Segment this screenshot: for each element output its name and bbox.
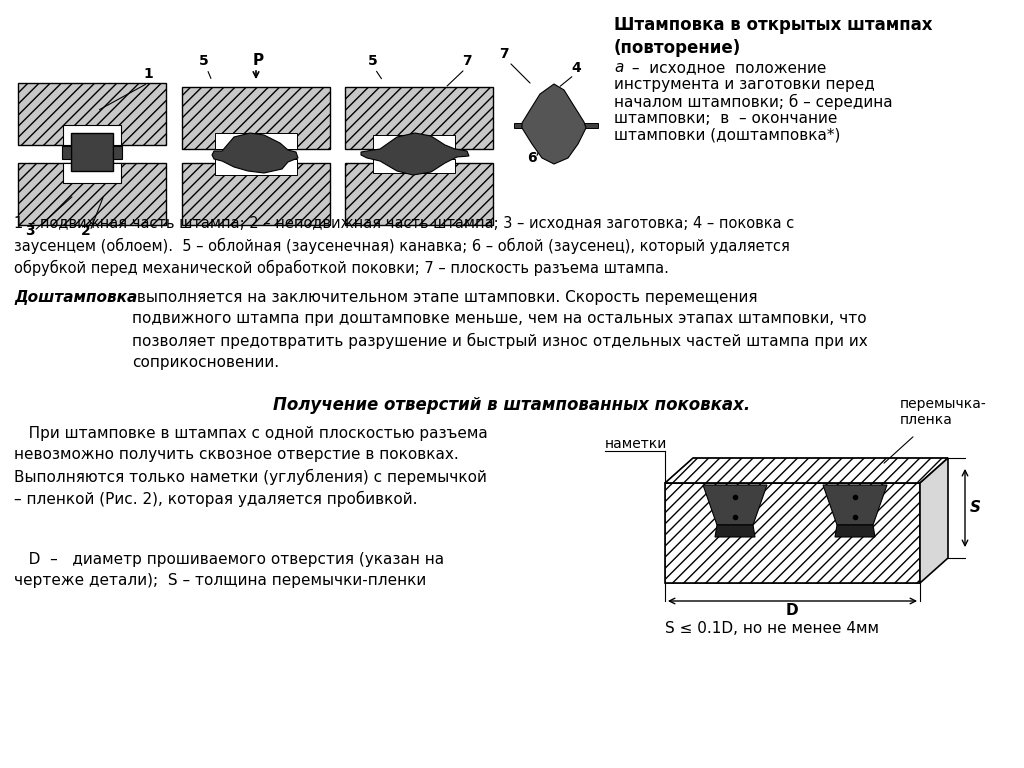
Polygon shape (361, 133, 469, 175)
Text: Получение отверстий в штампованных поковках.: Получение отверстий в штампованных поков… (273, 396, 751, 414)
Polygon shape (514, 123, 598, 128)
Text: 5: 5 (199, 54, 209, 68)
Bar (215, 159, 297, 175)
Text: Штамповка в открытых штампах
(повторение): Штамповка в открытых штампах (повторение… (614, 16, 933, 57)
Polygon shape (835, 525, 874, 537)
Text: штамповки;  в  – окончание: штамповки; в – окончание (614, 111, 838, 126)
Text: штамповки (доштамповка*): штамповки (доштамповка*) (614, 128, 841, 143)
Text: 5: 5 (368, 54, 378, 68)
Bar (345, 163, 493, 225)
Text: инструмента и заготовки перед: инструмента и заготовки перед (614, 77, 874, 92)
Text: S ≤ 0.1D, но не менее 4мм: S ≤ 0.1D, но не менее 4мм (665, 621, 879, 636)
Text: D  –   диаметр прошиваемого отверстия (указан на
чертеже детали);  S – толщина п: D – диаметр прошиваемого отверстия (указ… (14, 552, 444, 588)
Text: перемычка-
пленка: перемычка- пленка (900, 397, 987, 427)
Text: наметки: наметки (605, 437, 668, 451)
Bar (182, 87, 330, 149)
Polygon shape (715, 525, 755, 537)
Polygon shape (522, 84, 586, 164)
Polygon shape (920, 458, 948, 583)
Bar (18, 163, 166, 225)
Text: 2: 2 (81, 224, 91, 238)
Bar (345, 87, 493, 149)
Bar (373, 135, 455, 149)
Bar (215, 133, 297, 149)
Text: выполняется на заключительном этапе штамповки. Скорость перемещения
подвижного ш: выполняется на заключительном этапе штам… (132, 290, 867, 369)
Text: 4: 4 (571, 61, 581, 75)
Bar (373, 159, 455, 173)
Bar (63, 163, 121, 183)
Text: 7: 7 (499, 47, 509, 61)
Polygon shape (823, 485, 887, 525)
Bar (62, 146, 71, 159)
Text: 1: 1 (143, 67, 153, 81)
Bar (71, 133, 113, 171)
Text: 6: 6 (527, 151, 537, 165)
Bar (113, 146, 122, 159)
Text: При штамповке в штампах с одной плоскостью разъема
невозможно получить сквозное : При штамповке в штампах с одной плоскост… (14, 426, 487, 508)
Text: S: S (970, 501, 981, 515)
Polygon shape (703, 485, 767, 525)
Text: Доштамповка: Доштамповка (14, 290, 137, 305)
Polygon shape (665, 483, 920, 583)
Text: 1 – подвижная часть штампа; 2 – неподвижная часть штампа; 3 – исходная заготовка: 1 – подвижная часть штампа; 2 – неподвиж… (14, 216, 795, 276)
Text: а: а (614, 60, 624, 75)
Polygon shape (212, 133, 298, 173)
Text: 3: 3 (26, 224, 35, 238)
Bar (182, 163, 330, 225)
Text: 7: 7 (462, 54, 472, 68)
Bar (18, 83, 166, 145)
Polygon shape (665, 458, 948, 483)
Text: D: D (785, 603, 799, 618)
Text: –  исходное  положение: – исходное положение (627, 60, 826, 75)
Text: P: P (253, 53, 263, 68)
Bar (63, 125, 121, 145)
Text: началом штамповки; б – середина: началом штамповки; б – середина (614, 94, 893, 110)
